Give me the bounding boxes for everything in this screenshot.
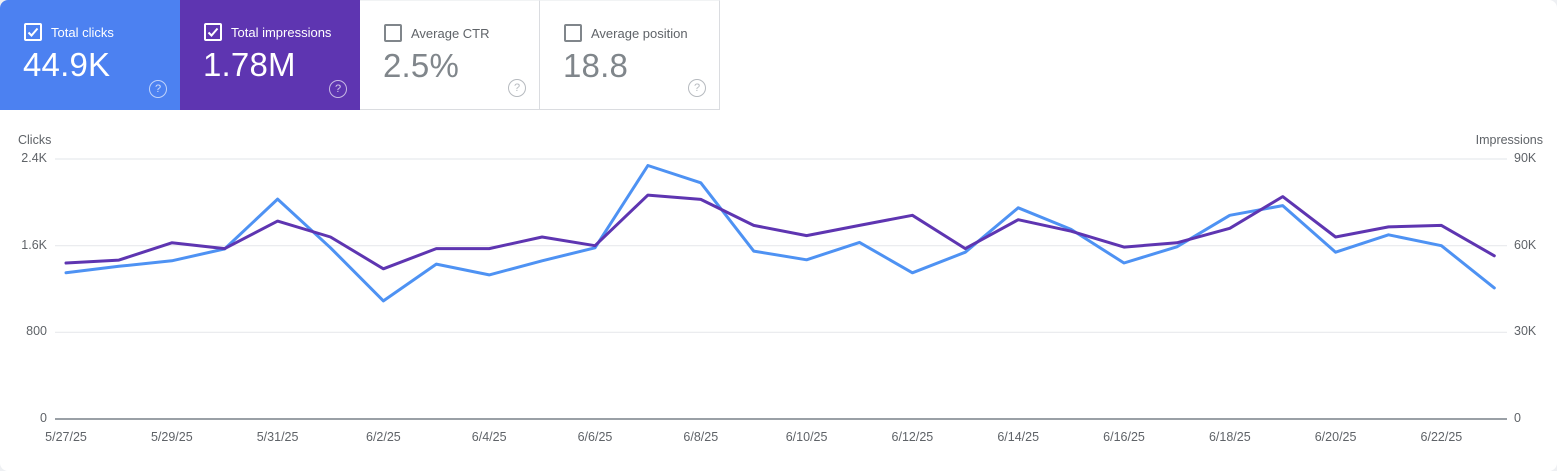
metric-cards-row: Total clicks 44.9K ? Total impressions 1… (0, 0, 720, 110)
card-label: Total impressions (231, 24, 332, 40)
right-axis-tick: 30K (1514, 324, 1537, 339)
impressions-series-line[interactable] (64, 193, 1496, 271)
card-head: Total impressions (204, 23, 331, 41)
right-axis-tick: 0 (1514, 411, 1521, 425)
total-impressions-value: 1.78M (203, 46, 296, 83)
checkbox-check-icon (207, 27, 219, 37)
average-ctr-checkbox[interactable] (384, 24, 402, 42)
card-head: Average CTR (384, 24, 490, 42)
card-label: Average position (591, 25, 688, 41)
right-axis-tick: 60K (1514, 237, 1537, 252)
x-axis-date-label: 5/31/25 (256, 430, 299, 444)
x-axis-date-label: 6/6/25 (577, 430, 613, 444)
right-axis-title: Impressions (1475, 133, 1543, 147)
average-position-checkbox[interactable] (564, 24, 582, 42)
help-icon[interactable]: ? (688, 79, 706, 97)
left-axis-title: Clicks (18, 133, 52, 147)
x-axis-date-label: 6/2/25 (366, 430, 401, 444)
x-axis-date-label: 6/18/25 (1208, 430, 1251, 444)
help-icon[interactable]: ? (329, 80, 347, 98)
card-head: Total clicks (24, 23, 114, 41)
x-axis-date-label: 6/20/25 (1314, 430, 1357, 444)
x-axis-date-label: 6/10/25 (785, 430, 828, 444)
card-label: Total clicks (51, 24, 114, 40)
x-axis-date-label: 6/14/25 (997, 430, 1040, 444)
help-icon[interactable]: ? (508, 79, 526, 97)
card-label: Average CTR (411, 25, 490, 41)
left-axis-tick: 800 (26, 324, 47, 339)
average-position-card[interactable]: Average position 18.8 ? (540, 0, 720, 110)
left-axis-tick: 1.6K (21, 237, 47, 252)
clicks-series-line[interactable] (64, 164, 1496, 303)
x-axis-date-label: 5/27/25 (45, 430, 87, 444)
left-axis-tick: 0 (40, 411, 47, 425)
total-clicks-value: 44.9K (23, 46, 111, 83)
x-axis-date-label: 6/22/25 (1420, 430, 1463, 444)
total-clicks-checkbox[interactable] (24, 23, 42, 41)
left-axis-tick: 2.4K (21, 151, 47, 165)
card-head: Average position (564, 24, 688, 42)
help-icon[interactable]: ? (149, 80, 167, 98)
x-axis-date-label: 6/16/25 (1103, 430, 1145, 444)
average-position-value: 18.8 (563, 47, 629, 84)
average-ctr-value: 2.5% (383, 47, 460, 84)
total-impressions-card[interactable]: Total impressions 1.78M ? (180, 0, 360, 110)
right-axis-tick: 90K (1514, 151, 1537, 165)
x-axis-date-label: 6/4/25 (471, 430, 507, 444)
checkbox-check-icon (27, 27, 39, 37)
x-axis-date-label: 6/8/25 (683, 430, 719, 444)
x-axis-date-label: 5/29/25 (150, 430, 193, 444)
total-clicks-card[interactable]: Total clicks 44.9K ? (0, 0, 180, 110)
total-impressions-checkbox[interactable] (204, 23, 222, 41)
x-axis-date-label: 6/12/25 (891, 430, 934, 444)
average-ctr-card[interactable]: Average CTR 2.5% ? (360, 0, 540, 110)
